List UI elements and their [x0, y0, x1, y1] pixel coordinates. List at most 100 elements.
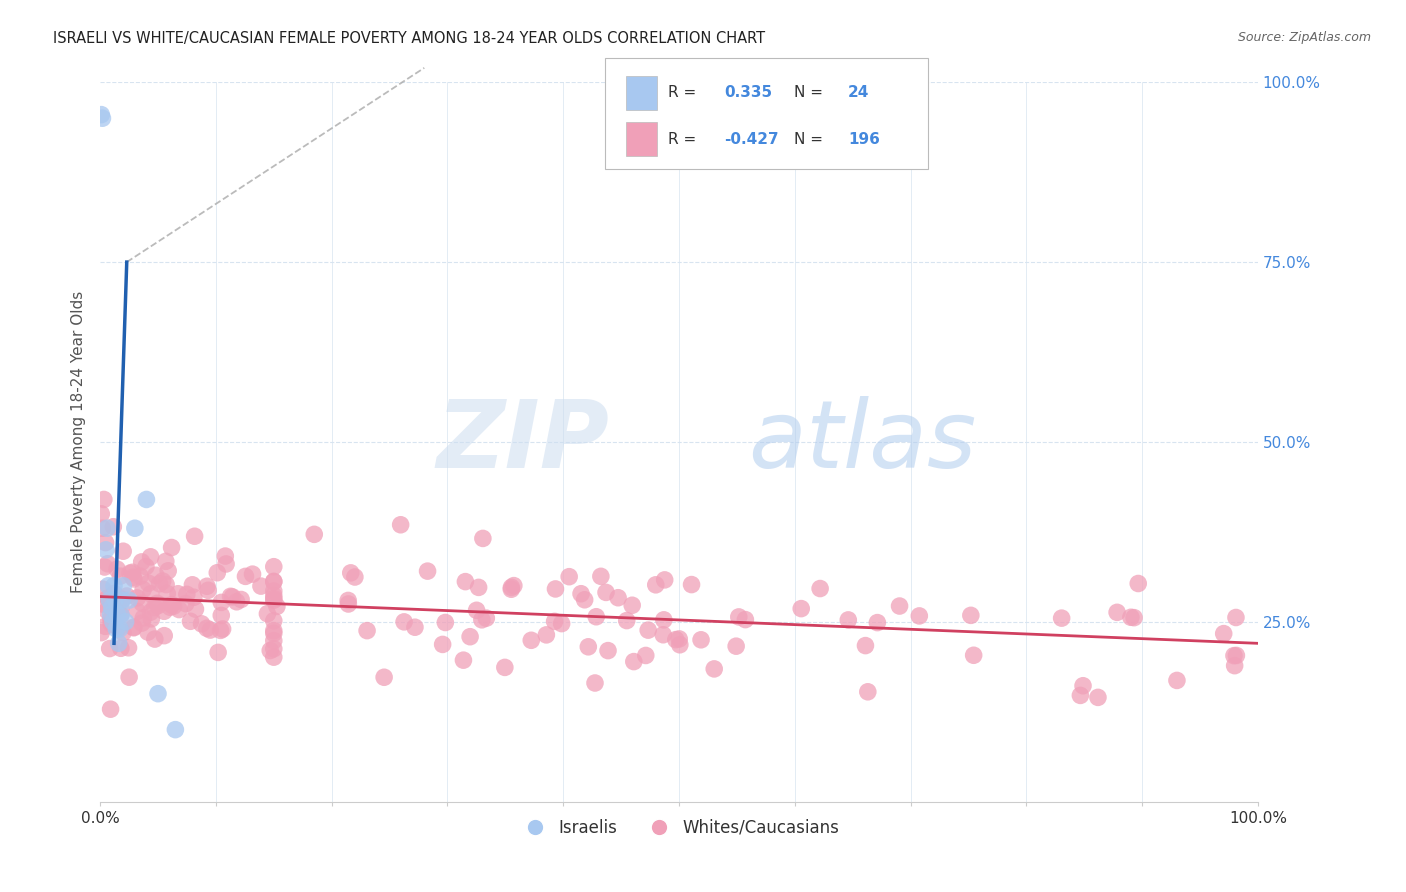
Point	[112, 625, 135, 640]
Point	[520, 633, 543, 648]
Point	[96, 604, 118, 618]
Point	[122, 572, 145, 586]
Point	[93, 560, 115, 574]
Point	[97, 591, 120, 605]
Text: 0.335: 0.335	[724, 86, 772, 100]
Point	[215, 557, 238, 571]
Point	[157, 564, 180, 578]
Point	[118, 670, 141, 684]
Point	[263, 584, 285, 599]
Point	[304, 527, 326, 541]
Point	[263, 624, 285, 638]
Point	[544, 582, 567, 596]
Point	[263, 633, 285, 648]
Point	[250, 579, 273, 593]
Point	[122, 570, 145, 584]
Point	[101, 615, 124, 629]
Point	[110, 641, 132, 656]
Point	[467, 581, 489, 595]
Point	[167, 602, 190, 616]
Point	[111, 593, 134, 607]
Point	[454, 574, 477, 589]
Point	[153, 604, 176, 618]
Point	[90, 507, 112, 521]
Point	[98, 641, 121, 656]
Point	[139, 549, 162, 564]
Point	[569, 587, 592, 601]
Point	[145, 568, 167, 582]
Point	[162, 599, 184, 614]
Point	[889, 599, 911, 613]
Point	[146, 596, 169, 610]
Point	[536, 628, 558, 642]
Point	[475, 611, 498, 625]
Point	[808, 582, 831, 596]
Point	[91, 112, 114, 126]
Point	[1166, 673, 1188, 688]
Point	[669, 638, 692, 652]
Point	[703, 662, 725, 676]
Point	[115, 589, 138, 603]
Point	[434, 615, 457, 630]
Point	[621, 599, 644, 613]
Text: Source: ZipAtlas.com: Source: ZipAtlas.com	[1237, 31, 1371, 45]
Point	[132, 611, 155, 625]
Point	[432, 637, 454, 651]
Point	[129, 569, 152, 583]
Point	[211, 622, 233, 636]
Point	[156, 587, 179, 601]
Point	[654, 573, 676, 587]
Point	[107, 607, 129, 622]
Point	[652, 628, 675, 642]
Point	[263, 650, 285, 665]
Point	[101, 615, 124, 630]
Point	[494, 660, 516, 674]
Point	[356, 624, 378, 638]
Point	[112, 579, 135, 593]
Point	[263, 591, 285, 606]
Point	[727, 610, 749, 624]
Point	[734, 613, 756, 627]
Point	[195, 579, 218, 593]
Point	[155, 554, 177, 568]
Point	[637, 623, 659, 637]
Point	[110, 607, 132, 622]
Point	[589, 569, 612, 583]
Point	[502, 579, 524, 593]
Point	[110, 608, 132, 623]
Text: ISRAELI VS WHITE/CAUCASIAN FEMALE POVERTY AMONG 18-24 YEAR OLDS CORRELATION CHAR: ISRAELI VS WHITE/CAUCASIAN FEMALE POVERT…	[53, 31, 765, 46]
Point	[1225, 610, 1247, 624]
Point	[1087, 690, 1109, 705]
Point	[596, 643, 619, 657]
Point	[550, 616, 572, 631]
Point	[837, 613, 859, 627]
Point	[392, 615, 415, 629]
Point	[908, 608, 931, 623]
Point	[725, 639, 748, 653]
Point	[263, 559, 285, 574]
Point	[118, 593, 141, 607]
Point	[100, 616, 122, 631]
Point	[209, 608, 232, 623]
Point	[404, 620, 426, 634]
Point	[229, 592, 252, 607]
Point	[339, 566, 361, 580]
Point	[94, 619, 117, 633]
Point	[558, 570, 581, 584]
Point	[107, 636, 129, 650]
Point	[471, 613, 494, 627]
Point	[127, 604, 149, 618]
Point	[1223, 648, 1246, 663]
Point	[91, 597, 114, 611]
Point	[259, 643, 281, 657]
Point	[183, 591, 205, 605]
Text: N =: N =	[794, 132, 824, 146]
Point	[160, 598, 183, 612]
Point	[94, 535, 117, 549]
Point	[184, 602, 207, 616]
Point	[416, 564, 439, 578]
Point	[90, 108, 112, 122]
Point	[153, 629, 176, 643]
Point	[263, 626, 285, 640]
Point	[665, 632, 688, 647]
